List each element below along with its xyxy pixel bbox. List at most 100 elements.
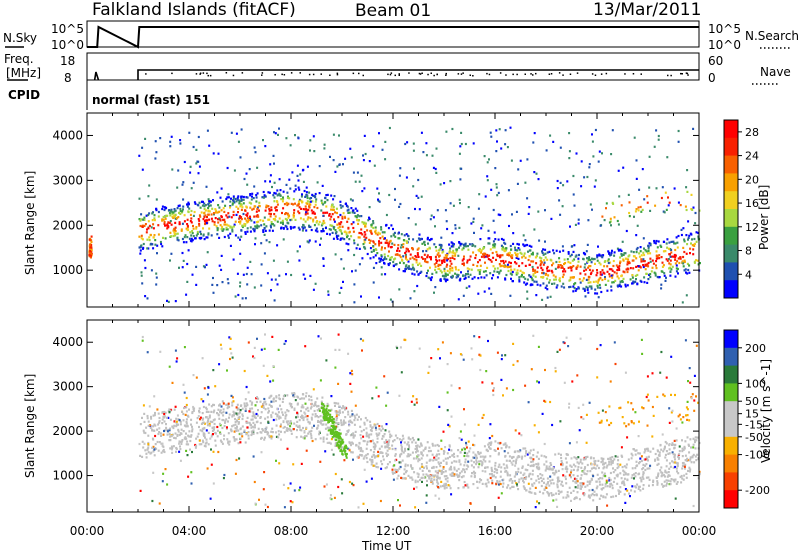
power-cell <box>598 254 600 256</box>
velocity-cell <box>404 465 406 467</box>
power-cell <box>641 254 643 256</box>
velocity-cell <box>504 354 506 356</box>
power-cell <box>296 204 298 206</box>
power-cell <box>468 285 470 287</box>
power-cell <box>642 258 644 260</box>
velocity-cell <box>242 408 244 410</box>
power-cell <box>480 227 482 229</box>
power-cell <box>640 246 642 248</box>
velocity-cell <box>385 405 387 407</box>
power-cell <box>538 240 540 242</box>
velocity-cell <box>602 467 604 469</box>
velocity-cell <box>255 404 257 406</box>
power-cell <box>532 270 534 272</box>
velocity-cell <box>376 463 378 465</box>
velocity-cell <box>402 460 404 462</box>
power-cell <box>313 150 315 152</box>
power-cell <box>271 221 273 223</box>
velocity-cell <box>587 470 589 472</box>
power-cell <box>229 206 231 208</box>
power-cell <box>378 257 380 259</box>
power-cell <box>678 235 680 237</box>
velocity-cell <box>205 416 207 418</box>
velocity-cell <box>617 456 619 458</box>
velocity-cell <box>681 477 683 479</box>
velocity-cell <box>616 483 618 485</box>
velocity-cell <box>509 455 511 457</box>
power-cell <box>627 268 629 270</box>
velocity-cell <box>577 456 579 458</box>
velocity-cell <box>335 473 337 475</box>
velocity-cell <box>473 457 475 459</box>
velocity-cell <box>251 402 253 404</box>
velocity-cell <box>398 475 400 477</box>
velocity-cell <box>502 394 504 396</box>
power-cell <box>655 129 657 131</box>
nsearch-label: N.Search <box>745 29 799 43</box>
power-cell <box>557 266 559 268</box>
velocity-cell <box>411 401 413 403</box>
velocity-cell <box>272 380 274 382</box>
nave-point <box>233 75 235 77</box>
power-cell <box>275 279 277 281</box>
power-cell <box>340 258 342 260</box>
velocity-cell <box>404 441 406 443</box>
velocity-cell <box>685 414 687 416</box>
velocity-cell <box>187 454 189 456</box>
power-cell <box>621 204 623 206</box>
nave-point <box>421 73 423 75</box>
velocity-cell <box>166 417 168 419</box>
power-cell <box>188 249 190 251</box>
power-cell <box>177 216 179 218</box>
power-cell <box>449 272 451 274</box>
power-cell <box>324 197 326 199</box>
power-cell <box>142 247 144 249</box>
nsky-panel-frame <box>87 21 699 47</box>
velocity-cell <box>447 477 449 479</box>
power-cell <box>427 270 429 272</box>
velocity-cell <box>502 482 504 484</box>
velocity-cell <box>153 450 155 452</box>
velocity-cell <box>414 404 416 406</box>
velocity-cell <box>445 470 447 472</box>
power-cell <box>674 259 676 261</box>
velocity-cell <box>430 480 432 482</box>
power-cell <box>518 265 520 267</box>
velocity-cell <box>385 429 387 431</box>
velocity-cell <box>612 467 614 469</box>
power-cell <box>205 236 207 238</box>
velocity-cell <box>492 390 494 392</box>
power-cell <box>483 271 485 273</box>
power-cell <box>263 223 265 225</box>
power-cell <box>277 194 279 196</box>
power-cell <box>247 197 249 199</box>
velocity-cell <box>144 432 146 434</box>
power-cell <box>195 237 197 239</box>
power-cell <box>469 243 471 245</box>
power-cell <box>526 244 528 246</box>
power-cell <box>655 274 657 276</box>
velocity-cell <box>165 468 167 470</box>
power-cell <box>327 194 329 196</box>
power-cell <box>319 165 321 167</box>
power-cell <box>169 232 171 234</box>
velocity-cell <box>319 431 321 433</box>
velocity-cell <box>679 450 681 452</box>
velocity-cell <box>380 500 382 502</box>
velocity-cell <box>227 441 229 443</box>
power-cell <box>199 166 201 168</box>
power-cell <box>633 259 635 261</box>
power-cell <box>511 213 513 215</box>
power-cell <box>250 226 252 228</box>
velocity-cell <box>171 435 173 437</box>
velocity-cell <box>635 486 637 488</box>
power-cell <box>562 250 564 252</box>
velocity-cell <box>302 427 304 429</box>
power-cell <box>413 268 415 270</box>
velocity-cell <box>497 352 499 354</box>
velocity-cell <box>668 407 670 409</box>
velocity-cell <box>242 418 244 420</box>
power-cell <box>568 267 570 269</box>
power-cell <box>367 253 369 255</box>
velocity-cell <box>256 396 258 398</box>
